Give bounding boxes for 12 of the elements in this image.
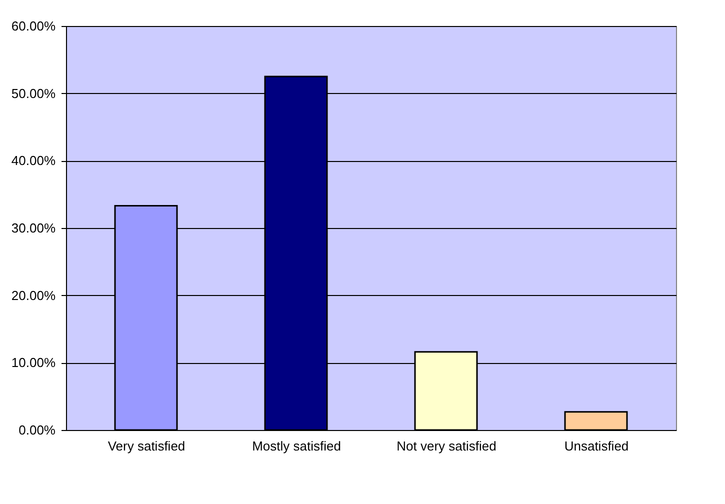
y-tick-label: 60.00% xyxy=(11,18,56,34)
y-tick-label: 50.00% xyxy=(11,86,56,101)
y-tick-label: 10.00% xyxy=(11,355,56,370)
y-tick-label: 30.00% xyxy=(11,220,56,236)
x-tick-label: Unsatisfied xyxy=(564,438,629,454)
x-tick-label: Very satisfied xyxy=(108,438,186,454)
x-tick-label: Not very satisfied xyxy=(396,438,496,454)
y-tick-label: 0.00% xyxy=(18,422,56,438)
y-tick-label: 20.00% xyxy=(11,288,56,303)
y-tick-label: 40.00% xyxy=(11,153,56,168)
bar xyxy=(564,411,628,431)
x-tick-label: Mostly satisfied xyxy=(252,438,341,454)
